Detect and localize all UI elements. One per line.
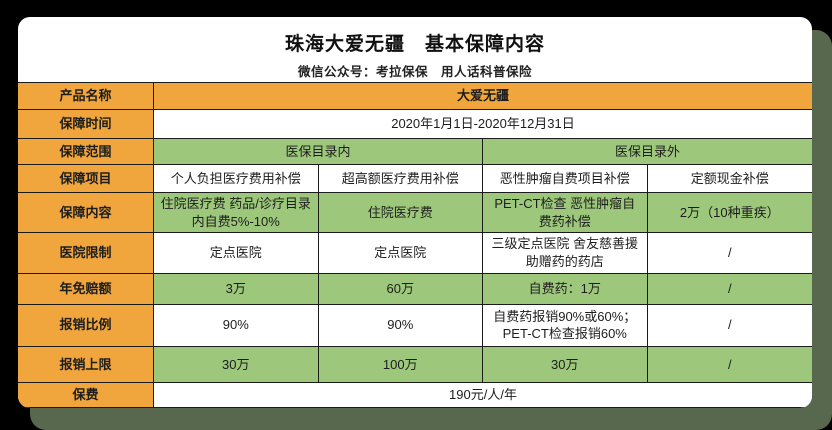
- card-header: 珠海大爱无疆 基本保障内容 微信公众号：考拉保保 用人话科普保险: [18, 17, 812, 82]
- table-row-annual-deductible: 年免赔额 3万 60万 自费药：1万 /: [18, 273, 812, 305]
- cell-scope-out-catalog: 医保目录外: [483, 139, 812, 166]
- table-row-product-name: 产品名称 大爱无疆: [18, 83, 812, 111]
- cell-deductible-600k: 60万: [318, 273, 483, 305]
- cell-deductible-none: /: [647, 273, 812, 305]
- page-subtitle: 微信公众号：考拉保保 用人话科普保险: [297, 65, 532, 79]
- cell-item-high-amount: 超高额医疗费用补偿: [318, 165, 483, 194]
- insurance-info-card: 珠海大爱无疆 基本保障内容 微信公众号：考拉保保 用人话科普保险 产品名称 大爱…: [18, 17, 812, 408]
- row-label-coverage-scope: 保障范围: [18, 139, 154, 166]
- row-label-annual-deductible: 年免赔额: [18, 273, 154, 305]
- row-label-premium: 保费: [18, 382, 154, 408]
- cell-coverage-period-value: 2020年1月1日-2020年12月31日: [154, 110, 812, 140]
- row-label-reimbursement-limit: 报销上限: [18, 346, 154, 383]
- benefits-table: 产品名称 大爱无疆 保障时间 2020年1月1日-2020年12月31日 保障范…: [18, 82, 812, 408]
- row-label-coverage-period: 保障时间: [18, 110, 154, 140]
- cell-ratio-none: /: [647, 304, 812, 347]
- cell-hospital-designated-1: 定点医院: [154, 233, 319, 274]
- cell-limit-300k-2: 30万: [483, 346, 648, 383]
- cell-hospital-tier3-pharmacy: 三级定点医院 舍友慈善援助赠药的药店: [483, 233, 648, 274]
- cell-content-hospitalization-drugs: 住院医疗费 药品/诊疗目录内自费5%-10%: [154, 193, 319, 234]
- cell-limit-300k-1: 30万: [154, 346, 319, 383]
- cell-limit-1m: 100万: [318, 346, 483, 383]
- row-label-coverage-items: 保障项目: [18, 165, 154, 194]
- cell-content-fixed-amount: 2万（10种重疾）: [647, 193, 812, 234]
- cell-item-fixed-cash: 定额现金补偿: [647, 165, 812, 194]
- cell-ratio-90-2: 90%: [318, 304, 483, 347]
- table-row-reimbursement-limit: 报销上限 30万 100万 30万 /: [18, 346, 812, 383]
- row-label-product-name: 产品名称: [18, 83, 154, 111]
- table-row-coverage-period: 保障时间 2020年1月1日-2020年12月31日: [18, 110, 812, 140]
- table-row-premium: 保费 190元/人/年: [18, 382, 812, 408]
- cell-premium-value: 190元/人/年: [154, 382, 812, 408]
- cell-item-cancer-self-pay: 恶性肿瘤自费项目补偿: [483, 165, 648, 194]
- table-row-coverage-items: 保障项目 个人负担医疗费用补偿 超高额医疗费用补偿 恶性肿瘤自费项目补偿 定额现…: [18, 165, 812, 194]
- cell-content-petct-cancer-drugs: PET-CT检查 恶性肿瘤自费药补偿: [483, 193, 648, 234]
- cell-product-name-value: 大爱无疆: [154, 83, 812, 111]
- cell-limit-none: /: [647, 346, 812, 383]
- cell-ratio-self-pay-petct: 自费药报销90%或60%；PET-CT检查报销60%: [483, 304, 648, 347]
- table-row-coverage-scope: 保障范围 医保目录内 医保目录外: [18, 139, 812, 166]
- table-row-hospital-restriction: 医院限制 定点医院 定点医院 三级定点医院 舍友慈善援助赠药的药店 /: [18, 233, 812, 274]
- cell-hospital-designated-2: 定点医院: [318, 233, 483, 274]
- table-row-coverage-content: 保障内容 住院医疗费 药品/诊疗目录内自费5%-10% 住院医疗费 PET-CT…: [18, 193, 812, 234]
- cell-deductible-self-pay-drug: 自费药：1万: [483, 273, 648, 305]
- cell-ratio-90-1: 90%: [154, 304, 319, 347]
- page-title: 珠海大爱无疆 基本保障内容: [284, 34, 545, 55]
- table-row-reimbursement-ratio: 报销比例 90% 90% 自费药报销90%或60%；PET-CT检查报销60% …: [18, 304, 812, 347]
- cell-scope-in-catalog: 医保目录内: [154, 139, 483, 166]
- row-label-hospital-restriction: 医院限制: [18, 233, 154, 274]
- row-label-reimbursement-ratio: 报销比例: [18, 304, 154, 347]
- cell-item-personal-medical: 个人负担医疗费用补偿: [154, 165, 319, 194]
- cell-deductible-30k: 3万: [154, 273, 319, 305]
- cell-hospital-none: /: [647, 233, 812, 274]
- cell-content-hospitalization: 住院医疗费: [318, 193, 483, 234]
- row-label-coverage-content: 保障内容: [18, 193, 154, 234]
